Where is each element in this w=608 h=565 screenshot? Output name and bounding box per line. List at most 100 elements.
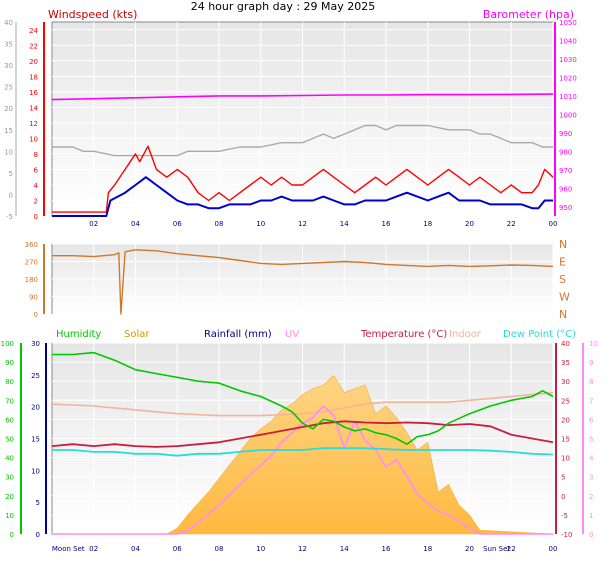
x-tick-label: 04: [131, 545, 140, 553]
y-uv-tick-label: 8: [589, 378, 593, 386]
compass-label: S: [559, 273, 566, 286]
y-inner-tick-label: 0: [34, 213, 38, 221]
x-tick-label: 06: [173, 220, 182, 228]
compass-label: E: [559, 256, 566, 269]
y-right-tick-label: 950: [559, 204, 572, 212]
y-right-tick-label: 1000: [559, 111, 577, 119]
y-temperature-tick-label: 30: [561, 378, 570, 386]
y-outer-tick-label: 10: [4, 148, 13, 156]
y-rain-tick-label: 10: [31, 467, 40, 475]
legend-label: Solar: [124, 329, 150, 340]
y-inner-tick-label: 2: [34, 197, 38, 205]
legend-label: UV: [285, 329, 299, 340]
y-right-tick-label: 1040: [559, 37, 577, 45]
y-temperature-tick-label: 5: [561, 474, 565, 482]
y-outer-tick-label: 15: [4, 127, 13, 135]
x-tick-label: Sun Set: [483, 545, 510, 553]
wind-direction-line: [52, 249, 554, 315]
x-tick-label: Moon Set: [52, 545, 85, 553]
y-rain-tick-label: 15: [31, 436, 40, 444]
y-inner-tick-label: 20: [29, 58, 38, 66]
humidity-line: [52, 351, 554, 446]
legend-label: Rainfall (mm): [204, 329, 272, 340]
y-inner-tick-label: 18: [29, 73, 38, 81]
y-tick-label: 180: [25, 276, 38, 284]
gust-line: [52, 145, 554, 213]
y-inner-tick-label: 8: [34, 151, 38, 159]
y-rain-tick-label: 0: [36, 531, 40, 539]
dew-point-line: [52, 447, 554, 457]
y-outer-tick-label: 25: [4, 84, 13, 92]
legend-label: Temperature (°C): [360, 329, 447, 340]
x-tick-label: 00: [549, 220, 558, 228]
y-right-tick-label: 1010: [559, 93, 577, 101]
compass-label: W: [559, 291, 570, 304]
y-uv-tick-label: 2: [589, 493, 593, 501]
x-tick-label: 10: [256, 545, 265, 553]
y-inner-tick-label: 6: [34, 166, 39, 174]
y-uv-tick-label: 0: [589, 531, 593, 539]
outer-grey-line: [52, 124, 553, 157]
y-humidity-tick-label: 90: [5, 359, 14, 367]
y-humidity-tick-label: 70: [5, 397, 14, 405]
y-uv-tick-label: 7: [589, 397, 593, 405]
y-inner-tick-label: 10: [29, 135, 38, 143]
y-tick-label: 0: [34, 311, 38, 319]
y-outer-tick-label: 5: [9, 170, 13, 178]
y-inner-tick-label: 12: [29, 120, 38, 128]
y-rain-tick-label: 5: [36, 499, 40, 507]
x-tick-label: 00: [549, 545, 558, 553]
barometer-line: [51, 93, 554, 101]
y-humidity-tick-label: 100: [1, 340, 14, 348]
indoor-temperature-line: [51, 391, 554, 417]
y-outer-tick-label: 40: [4, 19, 13, 27]
right-axis-title: Barometer (hpa): [483, 8, 574, 21]
x-tick-label: 20: [465, 545, 474, 553]
y-humidity-tick-label: 30: [5, 474, 14, 482]
y-uv-tick-label: 1: [589, 512, 593, 520]
y-temperature-tick-label: -5: [561, 512, 568, 520]
y-temperature-tick-label: 10: [561, 455, 570, 463]
y-outer-tick-label: 35: [4, 41, 13, 49]
y-humidity-tick-label: 40: [5, 455, 14, 463]
y-humidity-tick-label: 0: [10, 531, 14, 539]
y-temperature-tick-label: 15: [561, 436, 570, 444]
x-tick-label: 14: [340, 545, 349, 553]
y-temperature-tick-label: -10: [561, 531, 572, 539]
x-tick-label: 02: [89, 545, 98, 553]
x-tick-label: 16: [382, 545, 391, 553]
temperature-line: [51, 420, 554, 448]
y-right-tick-label: 1030: [559, 56, 577, 64]
y-inner-tick-label: 16: [29, 89, 38, 97]
x-tick-label: 12: [298, 220, 307, 228]
y-inner-tick-label: 24: [29, 27, 38, 35]
y-humidity-tick-label: 50: [5, 436, 14, 444]
y-humidity-tick-label: 60: [5, 416, 14, 424]
x-tick-label: 08: [215, 545, 224, 553]
y-uv-tick-label: 5: [589, 436, 593, 444]
y-temperature-tick-label: 20: [561, 416, 570, 424]
y-outer-tick-label: 20: [4, 105, 13, 113]
x-tick-label: 18: [423, 545, 432, 553]
y-tick-label: 270: [25, 259, 38, 267]
x-tick-label: 04: [131, 220, 140, 228]
x-tick-label: 10: [256, 220, 265, 228]
wind-barometer-panel: -505101520253035400246810121416182022249…: [4, 8, 577, 228]
y-rain-tick-label: 25: [31, 372, 40, 380]
y-inner-tick-label: 22: [29, 42, 38, 50]
y-right-tick-label: 990: [559, 130, 572, 138]
weather-multi-panel: 0102030405060708090100051015202530-10-50…: [1, 329, 598, 553]
legend-label: Humidity: [56, 329, 101, 340]
y-temperature-tick-label: 0: [561, 493, 565, 501]
x-tick-label: 06: [173, 545, 182, 553]
y-tick-label: 360: [25, 241, 38, 249]
y-uv-tick-label: 4: [589, 455, 594, 463]
x-tick-label: 12: [298, 545, 307, 553]
x-tick-label: 02: [89, 220, 98, 228]
y-humidity-tick-label: 20: [5, 493, 14, 501]
y-outer-tick-label: 30: [4, 62, 13, 70]
y-outer-tick-label: -5: [6, 213, 13, 221]
y-humidity-tick-label: 80: [5, 378, 14, 386]
